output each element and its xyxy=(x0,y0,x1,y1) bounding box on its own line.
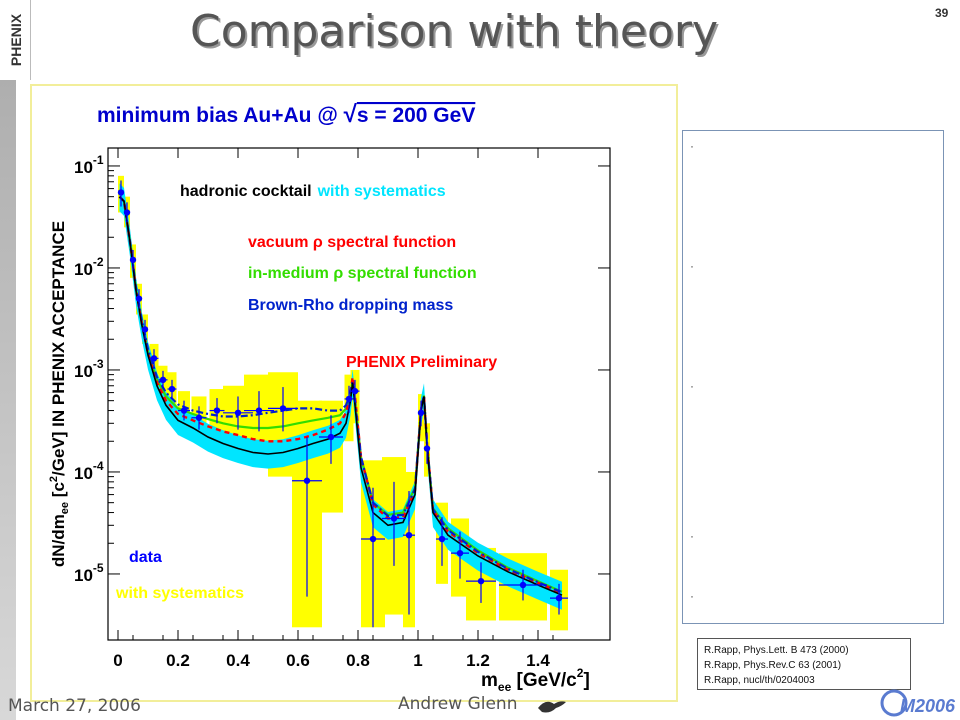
data-point xyxy=(159,376,167,384)
footer-date: March 27, 2006 xyxy=(8,696,141,716)
reference-item: R.Rapp, nucl/th/0204003 xyxy=(704,675,815,686)
data-point xyxy=(477,577,485,585)
y-axis-label: dN/dmee [c2/GeV] IN PHENIX ACCEPTANCE xyxy=(48,221,71,567)
y-tick-label: 10-5 xyxy=(74,561,104,585)
notes-bullet: · xyxy=(690,259,694,273)
data-point xyxy=(135,295,143,302)
data-point xyxy=(195,414,203,421)
y-tick-label: 10-4 xyxy=(74,459,104,483)
legend-inmedium: in-medium ρ spectral function xyxy=(248,265,477,282)
phenix-preliminary-label: PHENIX Preliminary xyxy=(346,354,497,371)
data-point xyxy=(456,549,464,557)
data-point xyxy=(405,531,413,539)
page-number: 39 xyxy=(935,6,949,20)
data-point xyxy=(168,385,176,393)
legend-data: data xyxy=(129,549,162,566)
data-point xyxy=(279,405,287,412)
slide-title: Comparison with theory xyxy=(190,6,719,57)
legend-brownrho: Brown-Rho dropping mass xyxy=(248,297,453,314)
data-point xyxy=(123,209,131,216)
data-point xyxy=(555,594,563,602)
cocktail-systematic-band xyxy=(119,183,562,610)
legend-vacuum: vacuum ρ spectral function xyxy=(248,234,456,251)
data-point xyxy=(213,407,221,414)
y-tick-label: 10-1 xyxy=(74,153,104,177)
svg-text:M2006: M2006 xyxy=(900,696,956,716)
data-point xyxy=(345,395,353,403)
x-tick-label: 0.2 xyxy=(166,651,190,670)
references-box: R.Rapp, Phys.Lett. B 473 (2000) R.Rapp, … xyxy=(697,638,911,690)
dielectron-mass-spectrum-chart: minimum bias Au+Au @ √s = 200 GeV 0 0.2 0.… xyxy=(30,84,678,702)
data-point xyxy=(417,409,425,417)
data-point xyxy=(438,535,446,543)
notes-bullet: · xyxy=(690,589,694,603)
notes-bullet: · xyxy=(690,529,694,543)
data-point xyxy=(369,535,377,543)
bird-logo-icon xyxy=(538,701,566,713)
conference-logo-icon: M2006 xyxy=(880,689,956,717)
data-point xyxy=(390,515,398,522)
y-tick-label: 10-3 xyxy=(74,357,104,381)
data-point xyxy=(141,326,149,333)
data-point xyxy=(150,355,158,362)
data-point xyxy=(423,445,431,452)
phenix-logo-text: PHENIX xyxy=(8,13,24,67)
x-tick-label: 0.6 xyxy=(286,651,310,670)
left-sidebar-bar xyxy=(0,0,16,720)
y-tick-label: 10-2 xyxy=(74,255,104,279)
data-point xyxy=(519,581,527,589)
data-point xyxy=(303,477,311,484)
x-tick-label: 0.8 xyxy=(346,651,370,670)
legend-data-systematics: with systematics xyxy=(115,585,244,602)
x-tick-label: 0.4 xyxy=(226,651,250,670)
x-tick-label: 0 xyxy=(113,651,122,670)
data-point xyxy=(129,256,137,264)
x-tick-label: 1.2 xyxy=(466,651,490,670)
data-point xyxy=(327,433,335,441)
x-tick-label: 1.4 xyxy=(526,651,550,670)
chart-title: minimum bias Au+Au @ √s = 200 GeV xyxy=(97,101,475,128)
data-point xyxy=(255,407,263,414)
data-point xyxy=(180,407,188,414)
phenix-logo: PHENIX xyxy=(0,0,31,80)
reference-item: R.Rapp, Phys.Rev.C 63 (2001) xyxy=(704,660,842,671)
data-point xyxy=(234,409,242,417)
speaker-notes-panel: · · · · · xyxy=(682,130,944,624)
notes-bullet: · xyxy=(690,139,694,153)
legend-cocktail: hadronic cocktail with systematics xyxy=(180,183,446,200)
x-tick-label: 1 xyxy=(413,651,422,670)
footer-author: Andrew Glenn xyxy=(398,694,518,714)
data-point xyxy=(351,387,359,395)
reference-item: R.Rapp, Phys.Lett. B 473 (2000) xyxy=(704,645,849,656)
data-point xyxy=(117,189,125,196)
x-axis-label: mee [GeV/c2] xyxy=(481,666,590,694)
notes-bullet: · xyxy=(690,379,694,393)
